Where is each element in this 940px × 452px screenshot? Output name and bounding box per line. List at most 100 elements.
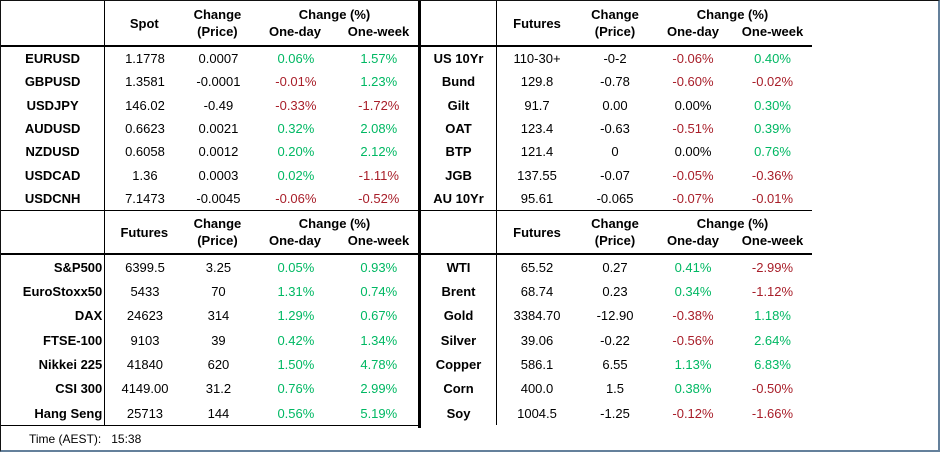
price-cell: 25713 (126, 405, 164, 421)
instrument-label: Nikkei 225 (1, 352, 106, 377)
one-day-column-header: One-day (268, 24, 321, 39)
one-day-pct-cell: 0.34% (674, 284, 712, 300)
change-price-cell: 0.0007 (198, 51, 239, 67)
equities-table-rows: S&P500 6399.5 3.25 0.05% 0.93% EuroStoxx50 543… (1, 255, 418, 426)
instrument-label: Hang Seng (1, 400, 106, 426)
bonds-table: Futures Change (Price) Change (%) One-da… (421, 1, 812, 212)
one-day-pct-cell: -0.01% (275, 74, 317, 90)
spot-column-header: Spot (129, 15, 159, 31)
table-row: Nikkei 225 41840 620 1.50% 4.78% (1, 352, 418, 377)
change-price-cell: -0-2 (603, 51, 627, 67)
one-week-pct-cell: -1.66% (751, 405, 794, 421)
one-day-pct-cell: 0.00% (674, 144, 712, 160)
price-cell: 9103 (130, 332, 160, 348)
one-day-pct-cell: 0.05% (277, 259, 315, 275)
instrument-label: FTSE-100 (1, 327, 106, 353)
change-price-cell: 0.27 (602, 259, 628, 275)
one-week-pct-cell: 0.30% (754, 97, 791, 113)
one-day-pct-cell: -0.06% (672, 51, 714, 67)
one-week-pct-cell: 0.67% (360, 308, 398, 324)
change-pct-column-header: Change (%) One-day One-week (251, 1, 418, 45)
change-price-cell: 39 (211, 332, 226, 348)
one-week-pct-cell: -1.12% (751, 284, 794, 300)
one-day-pct-cell: 0.02% (277, 167, 315, 183)
change-price-cell: -0.22 (600, 332, 630, 348)
one-week-pct-cell: 0.76% (754, 144, 791, 160)
table-row: AU 10Yr 95.61 -0.065 -0.07% -0.01% (421, 186, 812, 211)
price-cell: 123.4 (520, 121, 554, 137)
fx-table-header: Spot Change (Price) Change (%) One-day O… (1, 1, 418, 47)
commodities-table-header: Futures Change (Price) Change (%) One-da… (421, 211, 812, 256)
one-day-pct-cell: 0.06% (277, 51, 315, 67)
change-header-line2: (Price) (594, 24, 636, 39)
futures-column-header: Futures (513, 224, 561, 240)
right-panel: Futures Change (Price) Change (%) One-da… (421, 1, 938, 428)
price-cell: 95.61 (520, 190, 554, 206)
instrument-label: Corn (421, 376, 497, 401)
header-label-cell (421, 211, 497, 254)
change-price-cell: 31.2 (205, 381, 232, 397)
one-week-pct-cell: 5.19% (360, 405, 398, 421)
change-pct-title: Change (%) (298, 216, 371, 232)
price-cell: 129.8 (520, 74, 554, 90)
header-label-cell (1, 1, 105, 45)
price-cell: 137.55 (517, 167, 557, 183)
one-day-pct-cell: 0.38% (674, 381, 712, 397)
instrument-label: JGB (421, 163, 497, 187)
change-price-cell: -0.63 (600, 121, 630, 137)
one-week-pct-cell: 2.12% (360, 144, 398, 160)
one-week-pct-cell: -1.72% (358, 97, 400, 113)
one-day-pct-cell: -0.33% (275, 97, 317, 113)
change-price-cell: 1.5 (605, 381, 625, 397)
change-header-line1: Change (193, 7, 242, 22)
one-day-pct-cell: -0.51% (672, 121, 714, 137)
one-week-column-header: One-week (741, 24, 804, 39)
change-price-cell: 6.55 (602, 356, 628, 372)
instrument-label: WTI (421, 255, 497, 280)
instrument-label: S&P500 (1, 255, 106, 280)
change-price-cell: 144 (207, 405, 230, 421)
change-header-line2: (Price) (197, 24, 238, 39)
one-day-pct-cell: -0.06% (275, 190, 317, 206)
instrument-label: CSI 300 (1, 376, 106, 401)
change-pct-title: Change (%) (696, 7, 769, 22)
price-cell: 0.6623 (125, 121, 165, 137)
table-row: Bund 129.8 -0.78 -0.60% -0.02% (421, 70, 812, 94)
instrument-label: EURUSD (1, 47, 106, 71)
price-cell: 7.1473 (125, 190, 165, 206)
equities-table: Futures Change (Price) Change (%) One-da… (1, 211, 418, 427)
table-row: GBPUSD 1.3581 -0.0001 -0.01% 1.23% (1, 70, 418, 94)
fx-table-rows: EURUSD 1.1778 0.0007 0.06% 1.57% GBPUSD 1.3581… (1, 47, 418, 211)
change-price-cell: 0 (611, 144, 619, 160)
instrument-label: DAX (1, 303, 106, 328)
price-cell: 1.1778 (125, 51, 165, 67)
table-row: USDCAD 1.36 0.0003 0.02% -1.11% (1, 163, 418, 187)
one-day-pct-cell: -0.07% (672, 190, 714, 206)
instrument-label: Bund (421, 70, 497, 94)
one-day-pct-cell: 0.76% (277, 381, 315, 397)
instrument-label: Silver (421, 327, 497, 353)
one-week-column-header: One-week (741, 233, 804, 249)
equities-table-header: Futures Change (Price) Change (%) One-da… (1, 211, 418, 256)
one-week-pct-cell: 1.23% (360, 74, 398, 90)
one-week-column-header: One-week (347, 24, 410, 39)
one-week-pct-cell: -0.52% (358, 190, 400, 206)
one-day-pct-cell: -0.56% (672, 332, 714, 348)
table-row: BTP 121.4 0 0.00% 0.76% (421, 140, 812, 164)
one-week-pct-cell: -1.11% (358, 167, 399, 183)
one-week-pct-cell: 2.99% (360, 381, 398, 397)
time-value: 15:38 (111, 432, 142, 446)
commodities-table: Futures Change (Price) Change (%) One-da… (421, 211, 812, 426)
instrument-label: Gilt (421, 93, 497, 117)
one-day-pct-cell: 0.32% (277, 121, 315, 137)
one-week-column-header: One-week (347, 233, 410, 249)
change-price-column-header: Change (Price) (577, 1, 653, 45)
price-cell: 24623 (126, 308, 164, 324)
one-week-pct-cell: -2.99% (751, 259, 794, 275)
one-day-column-header: One-day (269, 233, 322, 249)
instrument-label: USDJPY (1, 93, 106, 117)
table-row: OAT 123.4 -0.63 -0.51% 0.39% (421, 116, 812, 141)
change-price-cell: 3.25 (205, 259, 232, 275)
change-price-column-header: Change (Price) (577, 211, 653, 253)
one-week-pct-cell: -0.36% (751, 167, 794, 183)
